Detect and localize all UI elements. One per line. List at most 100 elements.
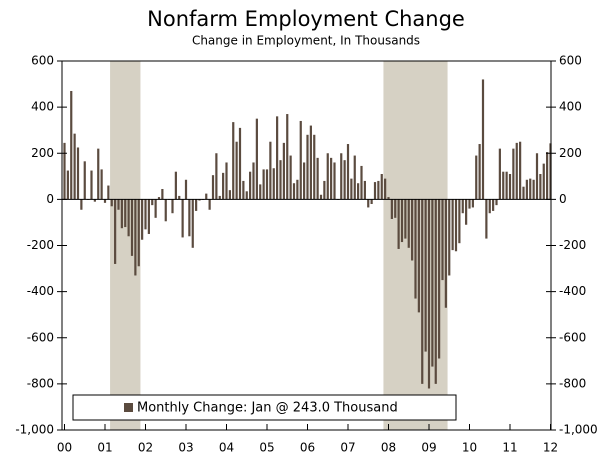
bar (535, 153, 539, 200)
bar (485, 199, 488, 239)
bar (498, 148, 501, 200)
y2-tick-label: -600 (559, 330, 586, 344)
bar (427, 199, 431, 389)
bar (319, 194, 323, 200)
bar (377, 180, 380, 200)
bar (208, 199, 211, 210)
bar (127, 199, 130, 237)
bar (262, 169, 265, 200)
bar (546, 152, 549, 200)
bar (292, 183, 296, 200)
bar (66, 170, 69, 200)
y2-tick-label: 400 (559, 100, 582, 114)
x-tick-label: 00 (57, 441, 72, 455)
bar (397, 199, 400, 249)
bar (303, 162, 306, 200)
x-tick-label: 02 (138, 441, 153, 455)
bar (252, 162, 255, 200)
x-tick-label: 08 (381, 441, 396, 455)
bar (481, 79, 485, 200)
bar (225, 162, 228, 200)
bar (141, 199, 144, 240)
bar (100, 169, 103, 200)
x-tick-label: 03 (178, 441, 193, 455)
bar (390, 199, 393, 219)
bar (228, 190, 231, 200)
bar (502, 171, 505, 200)
bar (346, 144, 350, 200)
bar (286, 114, 289, 200)
x-tick-label: 12 (543, 441, 558, 455)
bar (93, 199, 96, 202)
y-tick-label: -1,000 (15, 423, 54, 437)
bar (151, 199, 154, 206)
x-tick-label: 09 (421, 441, 436, 455)
bar (411, 199, 414, 261)
bar (130, 199, 134, 256)
bar (97, 148, 100, 200)
bar (171, 199, 174, 214)
bar (242, 180, 245, 200)
bar (184, 179, 188, 200)
bar (434, 199, 437, 384)
bar (454, 199, 458, 252)
bar (161, 188, 164, 200)
bar (495, 199, 498, 206)
recession-bands (110, 61, 448, 430)
bar (137, 199, 140, 267)
bar (289, 155, 292, 200)
bar (188, 199, 191, 237)
y2-tick-label: -200 (559, 238, 586, 252)
bar (373, 182, 377, 200)
bar (245, 191, 248, 200)
bar (215, 153, 218, 200)
bar (353, 155, 356, 200)
bar (448, 199, 451, 276)
bar (532, 179, 535, 200)
bar (174, 171, 177, 200)
bar (144, 199, 147, 230)
bar (134, 199, 137, 276)
bar (259, 184, 262, 200)
x-tick-label: 06 (300, 441, 315, 455)
bar (475, 155, 478, 200)
bar (269, 141, 272, 200)
bar (431, 199, 434, 367)
bar (465, 199, 468, 225)
bar (461, 199, 464, 214)
y-tick-label: -400 (27, 284, 54, 298)
bar (124, 199, 127, 228)
bar (218, 195, 221, 200)
bar (387, 197, 390, 200)
bar (83, 161, 86, 200)
bar (508, 174, 512, 200)
bar (272, 168, 275, 200)
y2-tick-label: -400 (559, 284, 586, 298)
bar (438, 199, 441, 359)
bar (394, 199, 397, 218)
bar (492, 199, 495, 211)
bar (458, 199, 461, 244)
bar (444, 199, 447, 308)
legend-swatch (124, 403, 133, 412)
bar (90, 170, 93, 200)
bar (360, 165, 363, 200)
chart-subtitle: Change in Employment, In Thousands (192, 34, 420, 48)
chart-title: Nonfarm Employment Change (147, 7, 465, 31)
bar (471, 199, 474, 208)
bar (424, 199, 427, 352)
legend-box (72, 394, 457, 421)
bar (330, 157, 333, 200)
bar (103, 199, 107, 203)
x-tick-label: 10 (462, 441, 477, 455)
legend-label: Monthly Change: Jan @ 243.0 Thousand (137, 401, 398, 416)
bar (195, 199, 198, 211)
bar (164, 199, 167, 222)
bar (279, 160, 282, 200)
bar (282, 142, 285, 200)
bar (505, 171, 508, 200)
bar (178, 195, 181, 200)
y-tick-label: -600 (27, 330, 54, 344)
bar (407, 199, 410, 248)
bar (525, 179, 528, 200)
